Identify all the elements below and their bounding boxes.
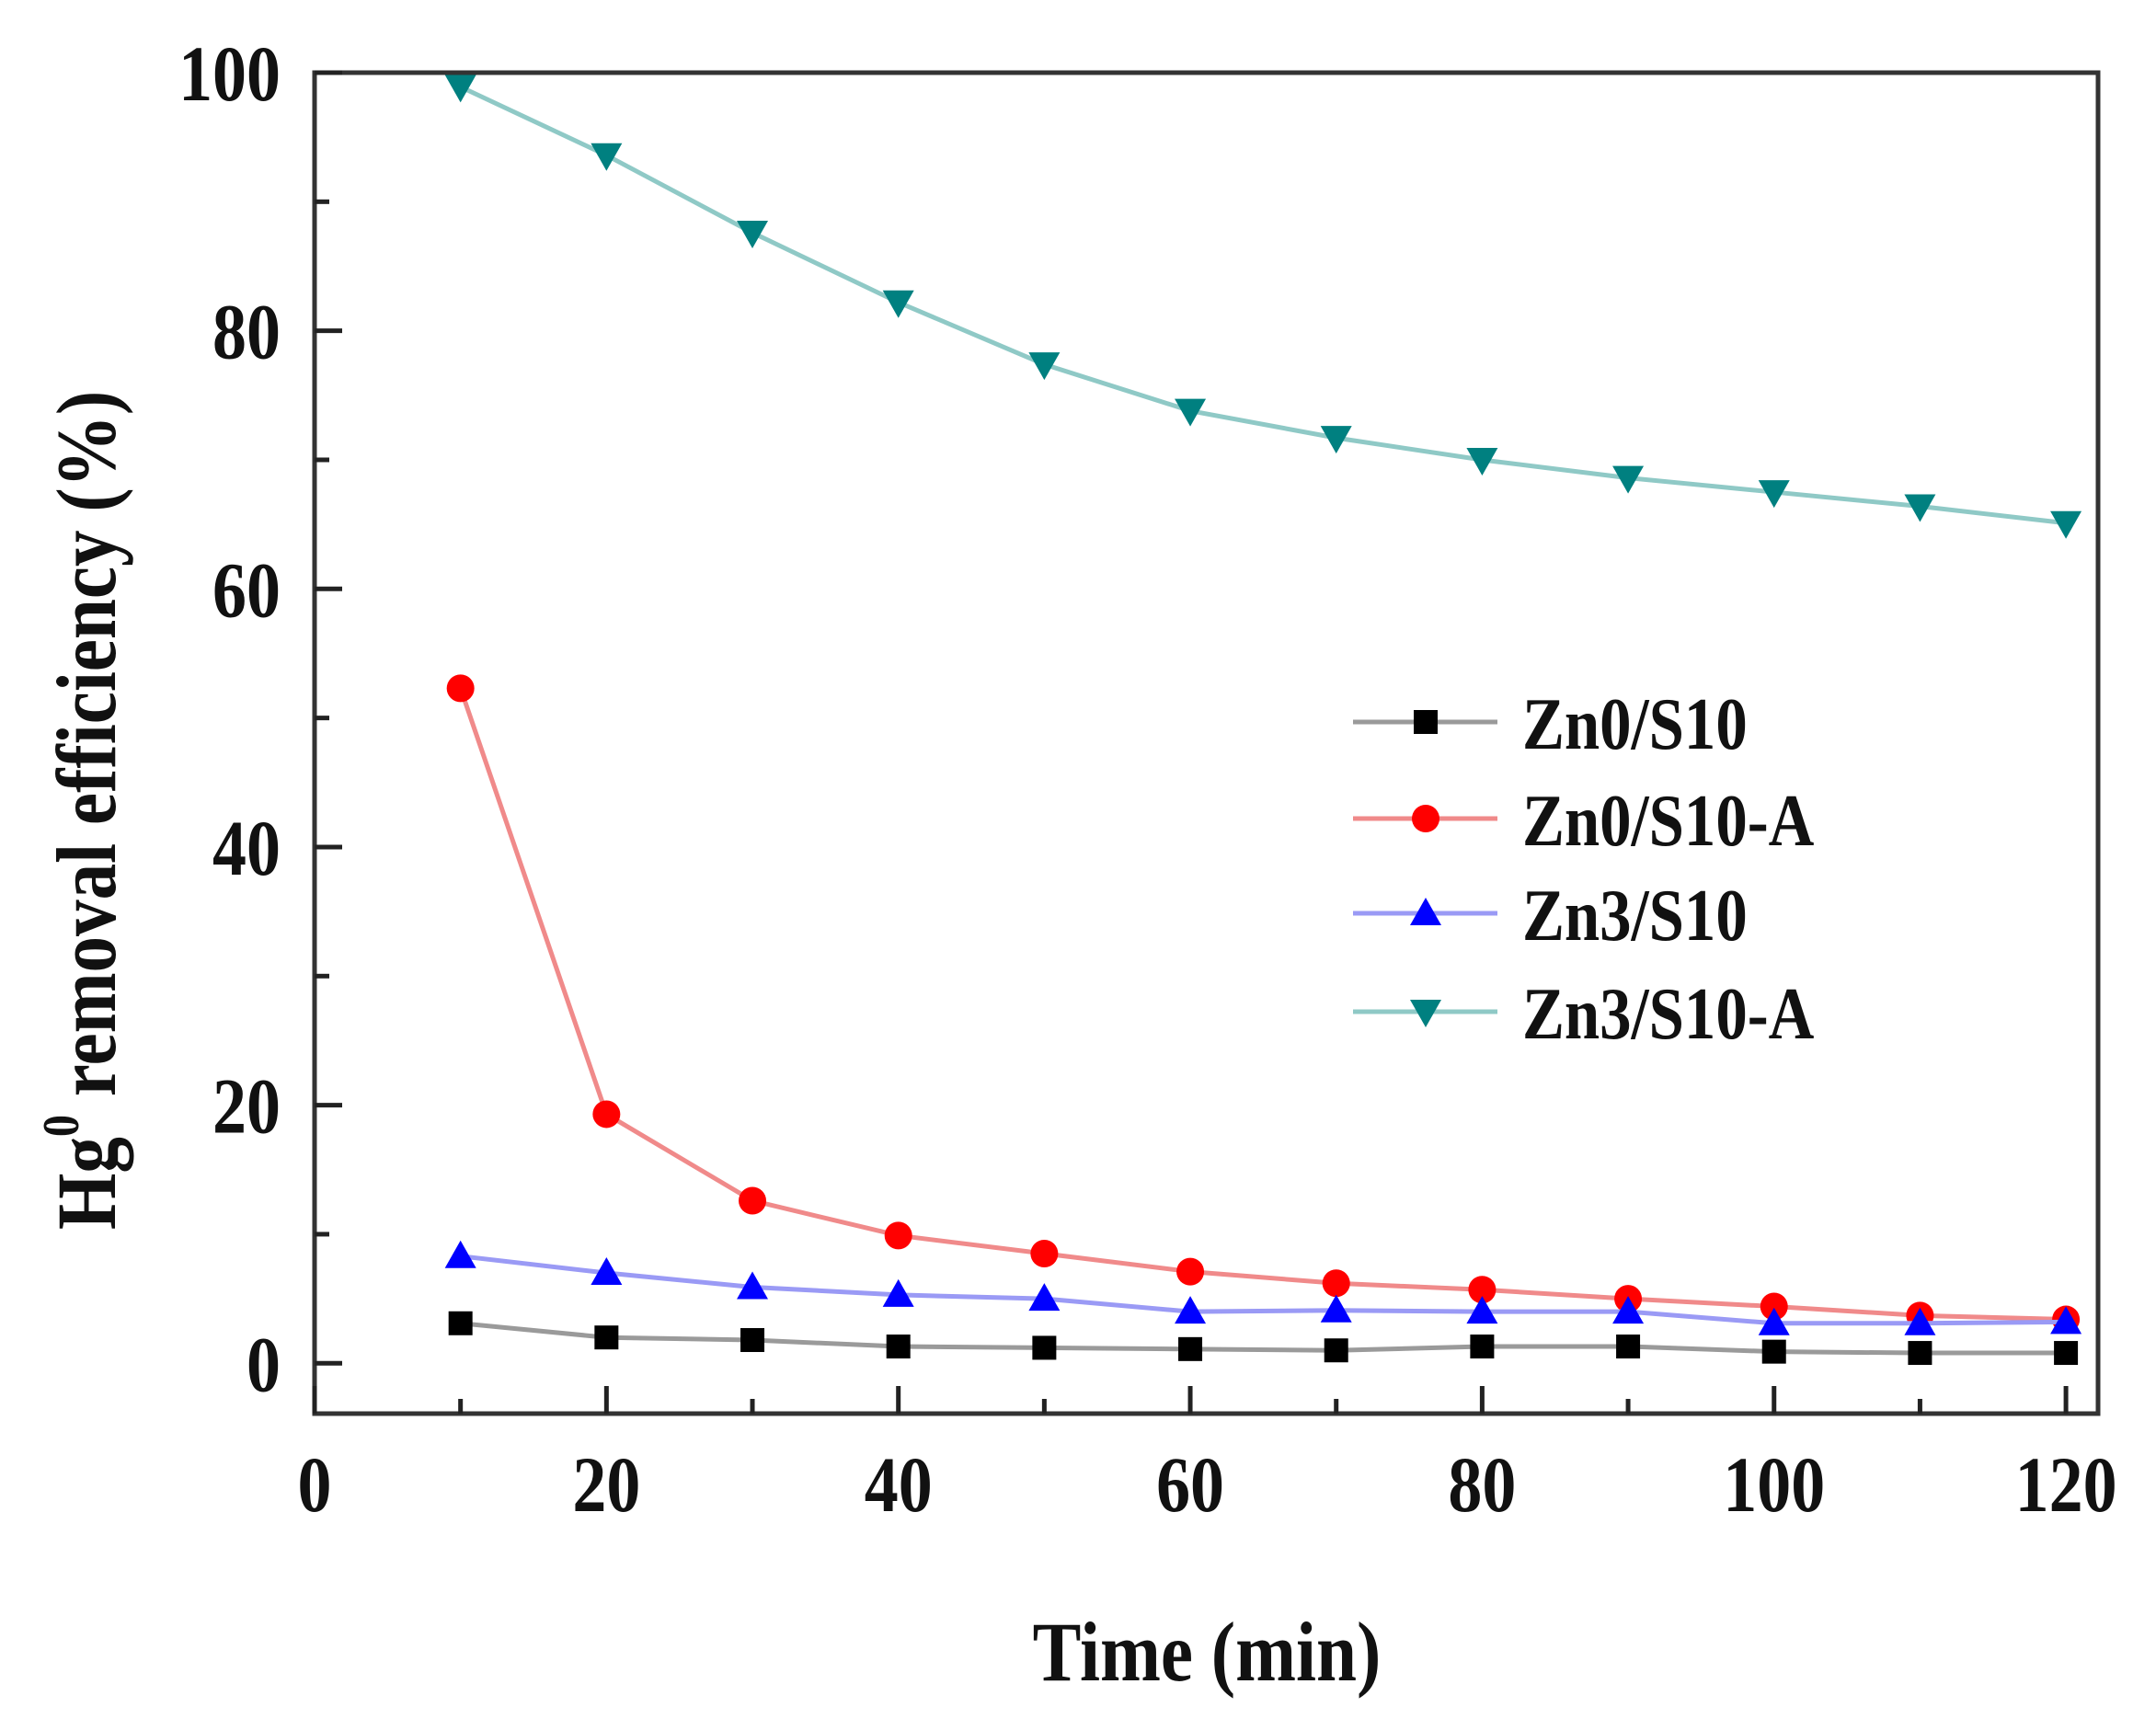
series-layer: [444, 74, 2082, 1366]
y-tick-label: 40: [212, 806, 281, 892]
x-tick-label: 0: [298, 1442, 332, 1529]
data-point-zn3-s10: [1466, 1296, 1498, 1324]
data-point-zn3-s10-a: [1466, 447, 1498, 475]
series-zn0-s10-a: [446, 674, 2081, 1334]
data-point-zn3-s10-a: [1904, 494, 1936, 522]
legend-item-zn3-s10: Zn3/S10: [1353, 876, 1748, 957]
legend-marker: [1414, 710, 1438, 734]
legend-item-zn0-s10-a: Zn0/S10-A: [1353, 781, 1814, 862]
y-tick-label: 60: [212, 547, 281, 634]
data-point-zn3-s10-a: [882, 290, 914, 318]
data-point-zn0-s10-a: [739, 1186, 767, 1215]
data-point-zn3-s10: [737, 1271, 769, 1300]
x-tick-label: 40: [865, 1442, 933, 1529]
data-point-zn0-s10: [594, 1325, 619, 1350]
data-point-zn3-s10: [2050, 1306, 2082, 1335]
data-point-zn0-s10-a: [1030, 1239, 1059, 1267]
legend: Zn0/S10 Zn0/S10-A Zn3/S10 Zn3/S10-A: [1353, 684, 1814, 1055]
series-zn3-s10: [444, 1240, 2082, 1335]
data-point-zn0-s10-a: [1322, 1269, 1350, 1298]
legend-marker: [1412, 805, 1439, 832]
data-point-zn0-s10: [886, 1335, 911, 1359]
data-point-zn3-s10-a: [1175, 398, 1207, 427]
axis-ticks: [312, 70, 2069, 1414]
data-point-zn0-s10: [2054, 1341, 2079, 1366]
legend-label: Zn3/S10-A: [1522, 974, 1814, 1055]
legend-marker: [1410, 1000, 1441, 1027]
plot-frame: [312, 70, 2101, 1416]
series-line-zn0-s10-a: [458, 687, 2067, 1323]
series-line-zn0-s10: [460, 1321, 2067, 1356]
y-tick-label: 0: [247, 1322, 281, 1408]
data-point-zn0-s10-a: [592, 1100, 621, 1129]
data-point-zn3-s10: [591, 1257, 623, 1286]
data-point-zn0-s10: [1761, 1339, 1786, 1364]
legend-label: Zn3/S10: [1522, 876, 1748, 957]
data-point-zn3-s10: [882, 1278, 914, 1307]
series-zn0-s10: [448, 1311, 2079, 1366]
data-point-zn3-s10: [444, 1240, 476, 1268]
legend-item-zn0-s10: Zn0/S10: [1353, 684, 1748, 765]
series-line-zn3-s10-a: [459, 85, 2067, 526]
x-tick-labels: 0 20 40 60 80 100 120: [298, 1442, 2117, 1529]
data-point-zn0-s10: [1178, 1336, 1203, 1361]
legend-label: Zn0/S10-A: [1522, 781, 1814, 862]
data-point-zn3-s10-a: [1758, 480, 1790, 509]
series-line-zn3-s10: [460, 1254, 2067, 1326]
data-point-zn3-s10: [1320, 1294, 1352, 1323]
data-point-zn0-s10-a: [884, 1221, 912, 1250]
x-tick-label: 120: [2015, 1442, 2117, 1529]
data-point-zn0-s10: [1324, 1338, 1348, 1363]
legend-label: Zn0/S10: [1522, 684, 1748, 765]
x-tick-label: 100: [1723, 1442, 1825, 1529]
data-point-zn0-s10: [1032, 1335, 1057, 1360]
data-point-zn0-s10: [1470, 1335, 1495, 1359]
data-point-zn0-s10-a: [446, 674, 475, 703]
y-tick-label: 20: [212, 1064, 281, 1151]
x-tick-label: 60: [1156, 1442, 1224, 1529]
legend-item-zn3-s10-a: Zn3/S10-A: [1353, 974, 1814, 1055]
y-axis-title: Hg0 removal efficiency (%): [33, 391, 134, 1230]
data-point-zn3-s10: [1904, 1307, 1936, 1335]
data-point-zn0-s10: [1616, 1335, 1641, 1359]
data-point-zn3-s10: [1612, 1296, 1645, 1324]
data-point-zn3-s10-a: [2050, 510, 2082, 539]
data-point-zn0-s10: [448, 1311, 473, 1335]
data-point-zn0-s10: [1908, 1341, 1932, 1366]
y-axis-title-hg: Hg: [40, 1137, 134, 1230]
data-point-zn0-s10-a: [1760, 1292, 1788, 1321]
data-point-zn3-s10: [1175, 1296, 1207, 1324]
y-tick-label: 80: [212, 290, 281, 376]
data-point-zn3-s10-a: [591, 143, 623, 171]
y-tick-labels: 0 20 40 60 80 100: [178, 31, 281, 1409]
x-tick-label: 20: [572, 1442, 640, 1529]
x-axis-title: Time (min): [1033, 1606, 1382, 1700]
data-point-zn3-s10-a: [737, 221, 769, 249]
data-point-zn0-s10-a: [1176, 1257, 1205, 1286]
series-zn3-s10-a: [444, 74, 2082, 539]
y-axis-title-superscript: 0: [33, 1115, 90, 1137]
y-axis-title-rest: removal efficiency (%): [40, 391, 134, 1115]
data-point-zn0-s10-a: [1468, 1276, 1497, 1304]
data-point-zn0-s10: [740, 1328, 765, 1353]
y-tick-label: 100: [178, 31, 281, 118]
data-point-zn3-s10-a: [444, 74, 476, 103]
legend-marker: [1410, 898, 1441, 925]
x-tick-label: 80: [1448, 1442, 1516, 1529]
data-point-zn3-s10-a: [1320, 426, 1352, 454]
data-point-zn3-s10: [1758, 1307, 1790, 1335]
data-point-zn3-s10: [1028, 1283, 1061, 1312]
data-point-zn3-s10-a: [1028, 352, 1061, 381]
data-point-zn3-s10-a: [1612, 465, 1645, 494]
